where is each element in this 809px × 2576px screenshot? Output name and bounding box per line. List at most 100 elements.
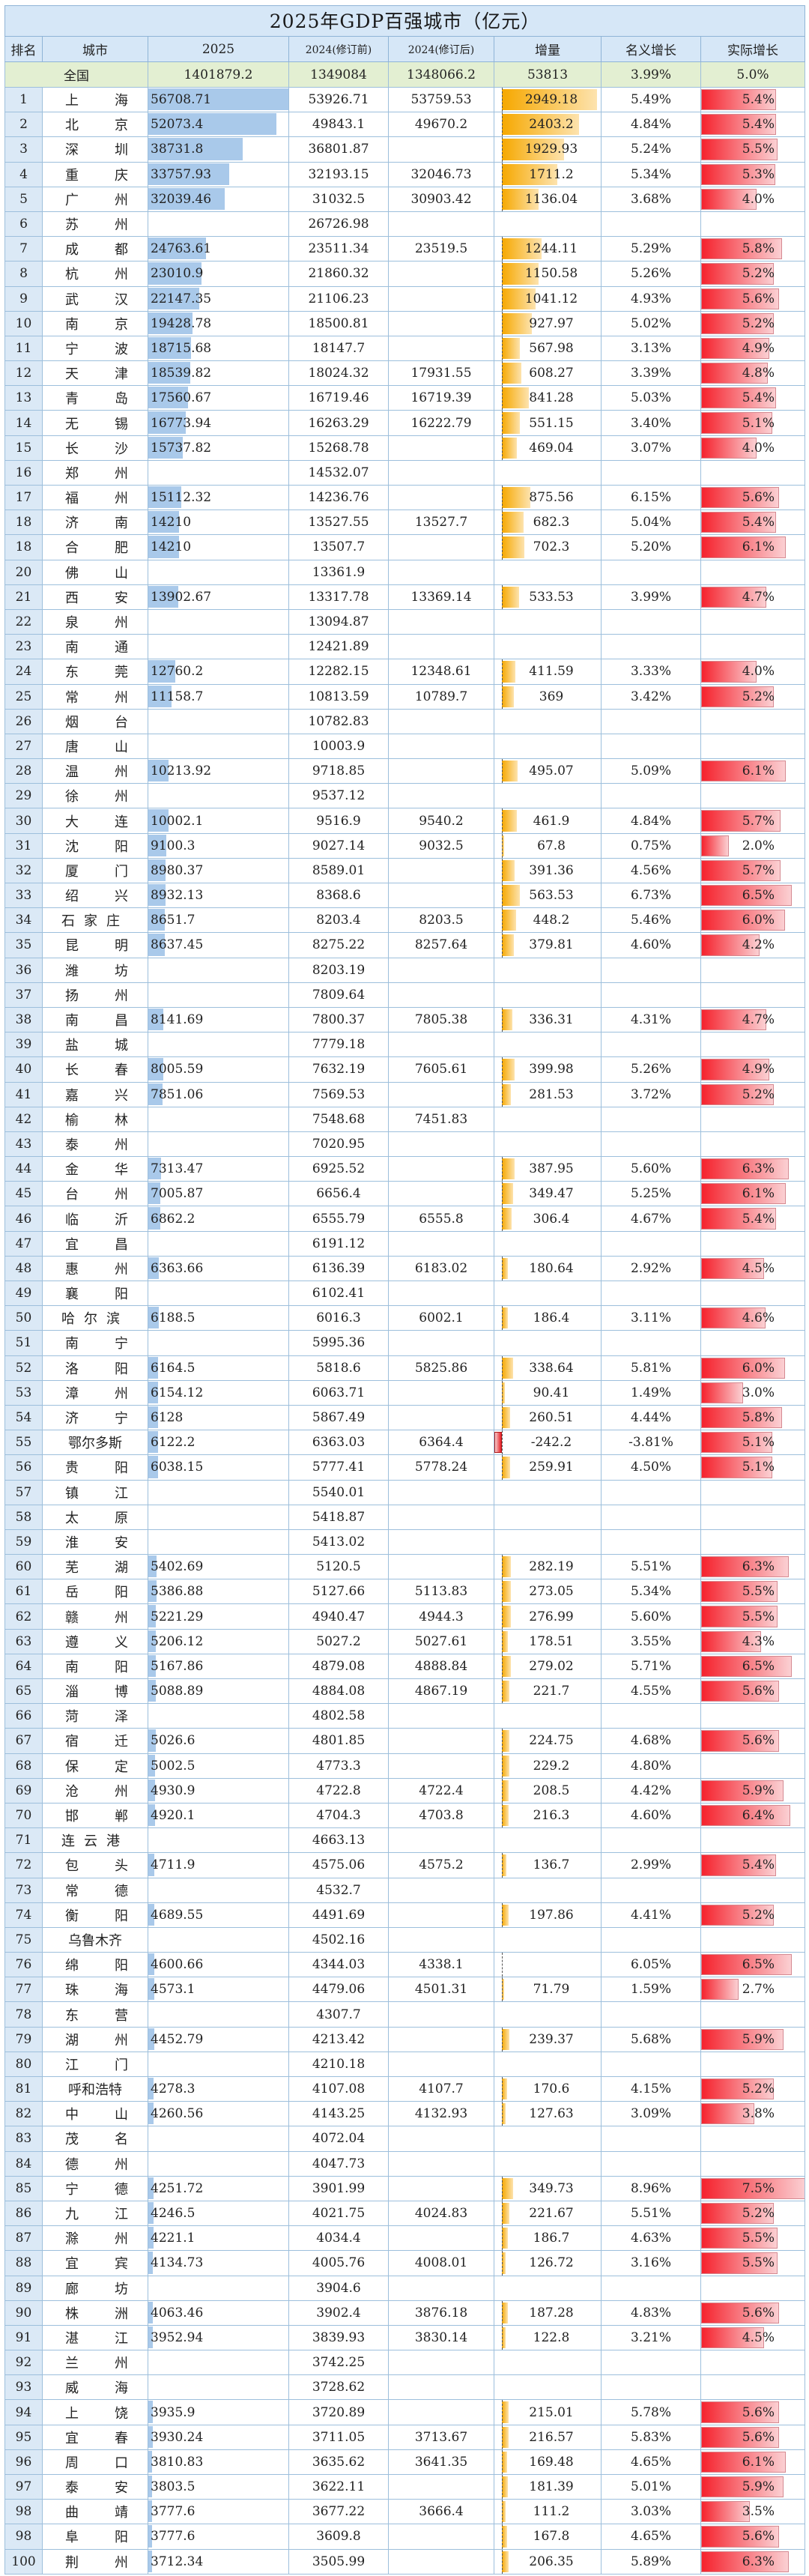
- rank-cell: 15: [4, 435, 43, 460]
- real-growth-value: 4.0%: [742, 664, 775, 680]
- real-growth-cell: 5.3%: [701, 162, 805, 187]
- city-char: 兴: [115, 889, 128, 905]
- gdp-2025-value: 4711.9: [151, 1857, 196, 1873]
- gdp-2024-pre-cell: 9027.14: [289, 833, 389, 858]
- nominal-growth-value: 4.31%: [630, 1012, 671, 1028]
- gdp-2024-post-value: 5778.24: [414, 1460, 468, 1475]
- city-char: 沂: [115, 1212, 128, 1228]
- real-growth-bar: [701, 1183, 787, 1205]
- city-name: 乌鲁木齐: [68, 1932, 122, 1949]
- city-char: 饶: [115, 2405, 128, 2422]
- rank-value: 10: [15, 315, 32, 331]
- real-growth-cell: 6.1%: [701, 2449, 805, 2474]
- city-char: 宁: [65, 2181, 79, 2198]
- gdp-2024-pre-cell: 7020.95: [289, 1131, 389, 1157]
- increase-axis: [502, 2027, 503, 2052]
- table-row: 72 包头 4711.9 4575.06 4575.2 136.7 2.99% …: [4, 1853, 805, 1878]
- rank-value: 37: [15, 987, 32, 1003]
- rank-value: 31: [15, 838, 32, 853]
- gdp-2025-value: 52073.4: [151, 117, 204, 133]
- city-char: 山: [115, 565, 128, 581]
- increase-cell: 2403.2: [494, 112, 602, 137]
- nominal-growth-cell: 3.09%: [602, 2102, 701, 2126]
- gdp-2024-post-cell: [389, 2226, 494, 2251]
- city-char: 华: [115, 1162, 128, 1179]
- increase-value: 379.81: [529, 937, 574, 953]
- increase-cell: 927.97: [494, 311, 602, 336]
- gdp-2024-pre-value: 8203.4: [316, 913, 361, 928]
- increase-cell: 215.01: [494, 2400, 602, 2425]
- increase-cell: [494, 1828, 602, 1853]
- increase-value: 551.15: [529, 415, 574, 431]
- table-row: 1 上海 56708.71 53926.71 53759.53 2949.18 …: [4, 88, 805, 113]
- city-char: 德: [65, 2156, 79, 2173]
- gdp-2025-bar: [148, 1754, 156, 1777]
- real-growth-bar: [701, 238, 782, 260]
- gdp-2024-pre-cell: 4722.8: [289, 1778, 389, 1803]
- gdp-2024-pre-value: 6925.52: [312, 1161, 366, 1177]
- gdp-2024-post-cell: [389, 2002, 494, 2027]
- increase-cell: [494, 2002, 602, 2027]
- gdp-2025-value: 3952.94: [151, 2329, 204, 2345]
- increase-bar: [502, 2252, 506, 2274]
- city-char: 襄: [65, 1287, 79, 1303]
- gdp-2025-value: 4930.9: [151, 1783, 196, 1798]
- city-char: 滁: [65, 2231, 79, 2248]
- real-growth-cell: [701, 2375, 805, 2400]
- real-growth-bar: [701, 536, 787, 558]
- table-row: 34 石家庄 8651.7 8203.4 8203.5 448.2 5.46% …: [4, 908, 805, 934]
- city-char: 青: [65, 391, 79, 408]
- gdp-2025-bar: [148, 1903, 155, 1926]
- real-growth-cell: 4.0%: [701, 435, 805, 460]
- increase-axis: [502, 659, 503, 684]
- nominal-growth-cell: [602, 1828, 701, 1853]
- rank-cell: 73: [4, 1878, 43, 1902]
- gdp-2024-post-value: 3713.67: [414, 2429, 468, 2445]
- increase-bar: [502, 2476, 508, 2498]
- nominal-growth-cell: [602, 2151, 701, 2176]
- gdp-2024-post-cell: [389, 1505, 494, 1529]
- gdp-2024-pre-value: 13361.9: [312, 564, 366, 580]
- table-row: 23 南通 12421.89: [4, 635, 805, 660]
- gdp-2024-post-value: 12348.61: [410, 664, 472, 680]
- gdp-2024-post-cell: 7605.61: [389, 1057, 494, 1082]
- rank-cell: 47: [4, 1231, 43, 1256]
- increase-cell: 567.98: [494, 336, 602, 361]
- gdp-2025-cell: 3712.34: [148, 2549, 289, 2574]
- gdp-2024-pre-cell: 23511.34: [289, 237, 389, 261]
- gdp-2024-pre-value: 4072.04: [312, 2131, 366, 2147]
- rank-value: 6: [19, 217, 28, 232]
- gdp-2024-pre-value: 36801.87: [308, 142, 369, 157]
- city-char: 南: [65, 1659, 79, 1675]
- gdp-2024-pre-value: 3609.8: [316, 2529, 361, 2545]
- gdp-2025-bar: [148, 2301, 154, 2323]
- nominal-growth-cell: [602, 2350, 701, 2375]
- city-char: 州: [115, 2231, 128, 2248]
- city-char: 深: [65, 142, 79, 159]
- city-char: 州: [115, 615, 128, 632]
- city-cell: 石家庄: [43, 908, 148, 933]
- gdp-2024-pre-cell: 4210.18: [289, 2052, 389, 2076]
- gdp-2024-pre-value: 4210.18: [312, 2056, 366, 2072]
- city-cell: 青岛: [43, 386, 148, 411]
- nominal-growth-cell: 5.89%: [602, 2549, 701, 2574]
- table-row: 18 合肥 14210 13507.7 702.3 5.20% 6.1%: [4, 535, 805, 560]
- gdp-2024-post-cell: 3713.67: [389, 2425, 494, 2449]
- gdp-2025-cell: 10213.92: [148, 759, 289, 784]
- real-growth-bar: [701, 1158, 790, 1180]
- rank-value: 18: [15, 539, 32, 555]
- gdp-2024-post-cell: [389, 1927, 494, 1953]
- real-growth-cell: 4.0%: [701, 187, 805, 211]
- gdp-2024-pre-cell: 9718.85: [289, 759, 389, 784]
- city-cell: 江门: [43, 2052, 148, 2076]
- nominal-growth-cell: 4.93%: [602, 286, 701, 311]
- increase-axis: [502, 237, 503, 261]
- table-row: 53 漳州 6154.12 6063.71 90.41 1.49% 3.0%: [4, 1380, 805, 1406]
- header-nominal-growth: 名义增长: [602, 37, 701, 61]
- nominal-growth-value: 5.29%: [630, 241, 671, 257]
- gdp-2024-pre-value: 10782.83: [308, 713, 369, 729]
- nominal-growth-cell: [602, 609, 701, 635]
- rank-cell: 87: [4, 2226, 43, 2251]
- gdp-2025-cell: 4920.1: [148, 1803, 289, 1828]
- city-char: 阳: [115, 1287, 128, 1303]
